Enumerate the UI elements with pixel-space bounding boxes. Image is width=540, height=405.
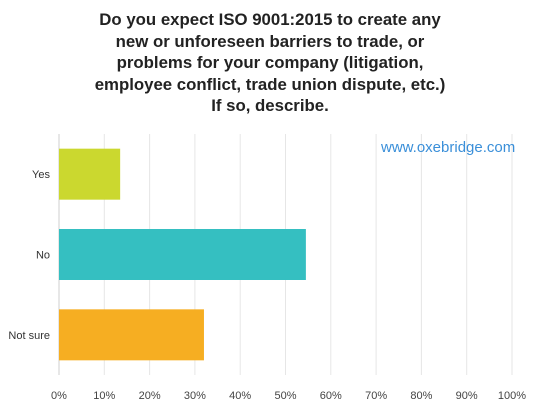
- category-label: No: [36, 250, 50, 262]
- x-tick-label: 20%: [139, 390, 161, 402]
- bar-no[interactable]: [59, 229, 306, 280]
- chart-title-line: problems for your company (litigation,: [116, 53, 424, 72]
- x-tick-label: 60%: [320, 390, 342, 402]
- category-labels: Yes No Not sure: [8, 169, 50, 342]
- bar-yes[interactable]: [59, 148, 121, 200]
- x-tick-label: 100%: [498, 390, 526, 402]
- x-tick-label: 80%: [410, 390, 432, 402]
- chart-title: Do you expect ISO 9001:2015 to create an…: [0, 9, 540, 117]
- x-tick-label: 70%: [365, 390, 387, 402]
- x-tick-label: 30%: [184, 390, 206, 402]
- x-tick-labels: 0% 10% 20% 30% 40% 50% 60% 70% 80% 90% 100%: [51, 390, 526, 402]
- bar-not-sure[interactable]: [59, 309, 204, 361]
- x-tick-label: 40%: [229, 390, 251, 402]
- watermark[interactable]: www.oxebridge.com: [381, 139, 516, 156]
- x-tick-label: 0%: [51, 390, 67, 402]
- bars: [59, 148, 306, 361]
- chart-title-line: If so, describe.: [211, 96, 329, 115]
- category-label: Yes: [32, 169, 50, 181]
- x-tick-label: 90%: [456, 390, 478, 402]
- x-tick-label: 50%: [274, 390, 296, 402]
- chart-title-line: Do you expect ISO 9001:2015 to create an…: [99, 10, 441, 29]
- category-label: Not sure: [8, 330, 50, 342]
- chart-title-line: new or unforeseen barriers to trade, or: [115, 31, 425, 51]
- x-tick-label: 10%: [93, 390, 115, 402]
- chart-title-line: employee conflict, trade union dispute, …: [94, 74, 446, 94]
